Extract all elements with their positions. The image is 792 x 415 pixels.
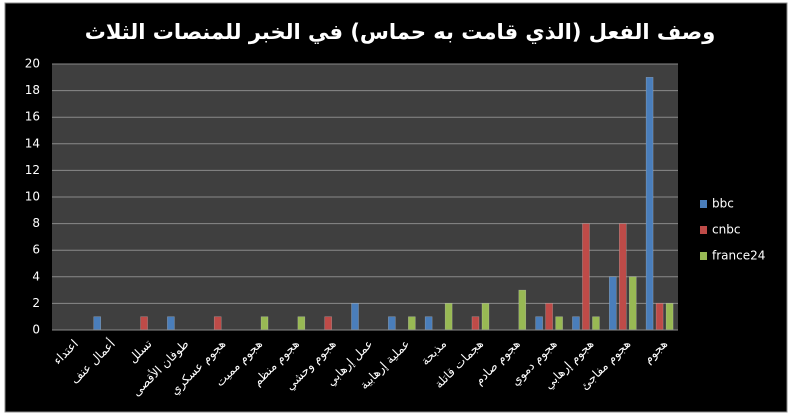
y-tick-label: 18 — [25, 83, 40, 97]
bar — [213, 316, 222, 331]
bar — [140, 316, 148, 331]
bar — [619, 223, 627, 331]
bar — [545, 303, 553, 331]
y-tick-label: 12 — [25, 163, 40, 177]
bar — [351, 303, 359, 331]
bar — [297, 316, 306, 331]
bar — [645, 77, 654, 331]
y-tick-label: 14 — [25, 136, 40, 150]
bar — [324, 316, 332, 331]
bar — [582, 223, 590, 331]
legend-swatch — [700, 200, 707, 208]
bar — [388, 316, 396, 331]
y-tick-label: 2 — [32, 296, 40, 310]
y-tick-label: 4 — [32, 269, 40, 283]
bar — [424, 316, 433, 331]
y-tick-label: 16 — [25, 110, 40, 124]
legend-label: france24 — [712, 249, 765, 263]
chart-title: وصف الفعل (الذي قامت به حماس) في الخبر ل… — [85, 20, 716, 45]
bar — [609, 276, 617, 331]
legend-label: cnbc — [712, 223, 740, 237]
bar — [408, 316, 416, 331]
legend-swatch — [700, 226, 707, 234]
y-tick-label: 10 — [25, 190, 40, 204]
bar — [665, 303, 674, 331]
legend-swatch — [700, 252, 707, 260]
bar — [555, 316, 563, 331]
bar — [471, 316, 480, 331]
bar — [655, 303, 664, 331]
bar — [167, 316, 175, 331]
bar — [535, 316, 543, 331]
bar — [481, 303, 490, 331]
bar — [572, 316, 580, 331]
y-tick-label: 8 — [32, 216, 40, 230]
bar — [260, 316, 269, 331]
bar — [592, 316, 600, 331]
y-tick-label: 6 — [32, 243, 40, 257]
bar — [444, 303, 453, 331]
y-tick-label: 0 — [32, 323, 40, 337]
legend-label: bbc — [712, 197, 734, 211]
bar — [629, 276, 637, 331]
bar — [518, 289, 527, 331]
bar — [93, 316, 101, 331]
y-tick-label: 20 — [25, 57, 40, 71]
